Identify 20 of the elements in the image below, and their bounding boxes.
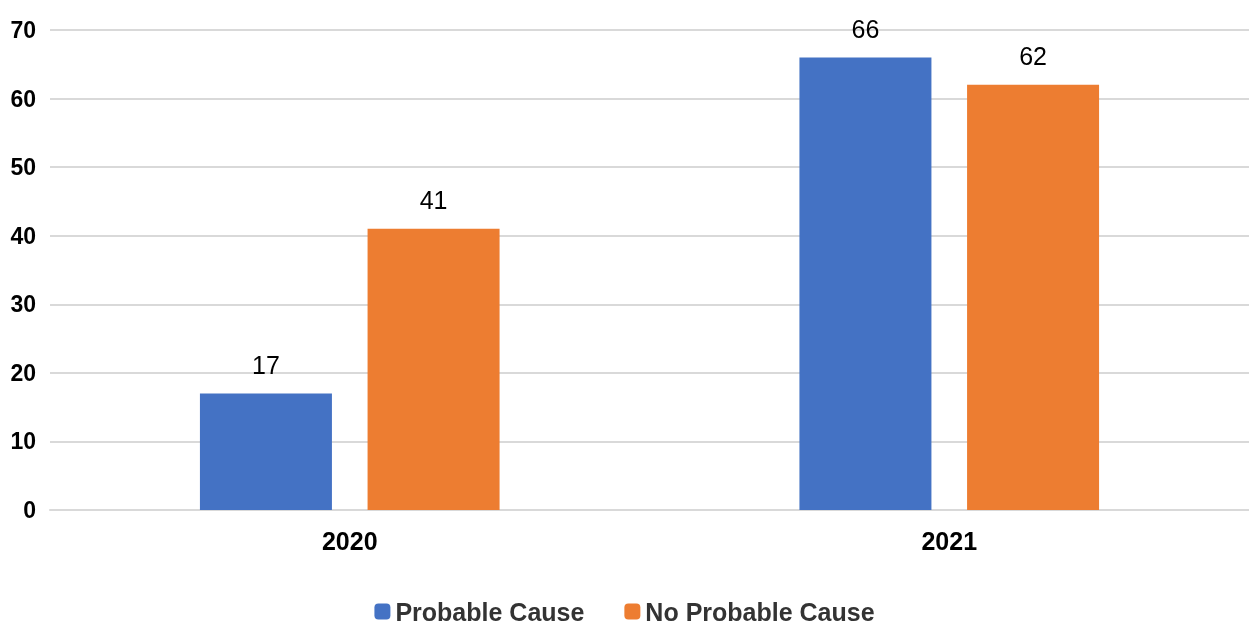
legend-label: Probable Cause: [395, 597, 585, 626]
bar: [799, 57, 932, 510]
y-tick-label: 30: [10, 291, 36, 318]
bar: [199, 393, 332, 510]
y-tick-label: 0: [23, 497, 36, 523]
x-tick-label: 2020: [321, 526, 378, 555]
y-tick-label: 10: [10, 428, 36, 455]
legend-label: No Probable Cause: [645, 597, 875, 626]
data-label: 17: [252, 350, 280, 379]
data-label: 62: [1019, 42, 1047, 71]
y-tick-label: 50: [10, 154, 36, 181]
bar: [367, 228, 500, 510]
bar: [967, 84, 1100, 510]
data-label: 66: [851, 14, 880, 43]
x-tick-label: 2021: [921, 526, 978, 555]
y-tick-label: 20: [10, 359, 36, 386]
y-tick-label: 40: [10, 222, 36, 249]
y-tick-label: 70: [10, 17, 36, 43]
data-label: 41: [419, 186, 448, 215]
y-tick-label: 60: [10, 85, 36, 112]
